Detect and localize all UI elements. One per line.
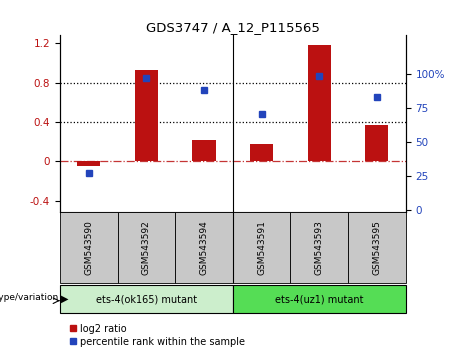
Title: GDS3747 / A_12_P115565: GDS3747 / A_12_P115565 xyxy=(146,21,320,34)
Bar xyxy=(233,285,406,314)
Bar xyxy=(60,285,233,314)
Text: GSM543594: GSM543594 xyxy=(200,221,208,275)
Bar xyxy=(118,212,175,283)
Text: GSM543595: GSM543595 xyxy=(372,220,381,275)
Legend: log2 ratio, percentile rank within the sample: log2 ratio, percentile rank within the s… xyxy=(65,320,249,350)
Bar xyxy=(233,212,290,283)
Text: ets-4(ok165) mutant: ets-4(ok165) mutant xyxy=(96,294,197,304)
Bar xyxy=(365,125,388,161)
Bar xyxy=(60,212,118,283)
Text: GSM543590: GSM543590 xyxy=(84,220,93,275)
Bar xyxy=(175,212,233,283)
Bar xyxy=(250,144,273,161)
Bar xyxy=(308,45,331,161)
Bar xyxy=(193,139,216,161)
Bar xyxy=(77,161,100,166)
Bar xyxy=(135,70,158,161)
Text: ▶: ▶ xyxy=(61,294,69,304)
Bar xyxy=(348,212,406,283)
Text: GSM543592: GSM543592 xyxy=(142,221,151,275)
Text: GSM543591: GSM543591 xyxy=(257,220,266,275)
Bar xyxy=(290,212,348,283)
Text: genotype/variation: genotype/variation xyxy=(0,293,59,302)
Text: GSM543593: GSM543593 xyxy=(315,220,324,275)
Text: ets-4(uz1) mutant: ets-4(uz1) mutant xyxy=(275,294,363,304)
